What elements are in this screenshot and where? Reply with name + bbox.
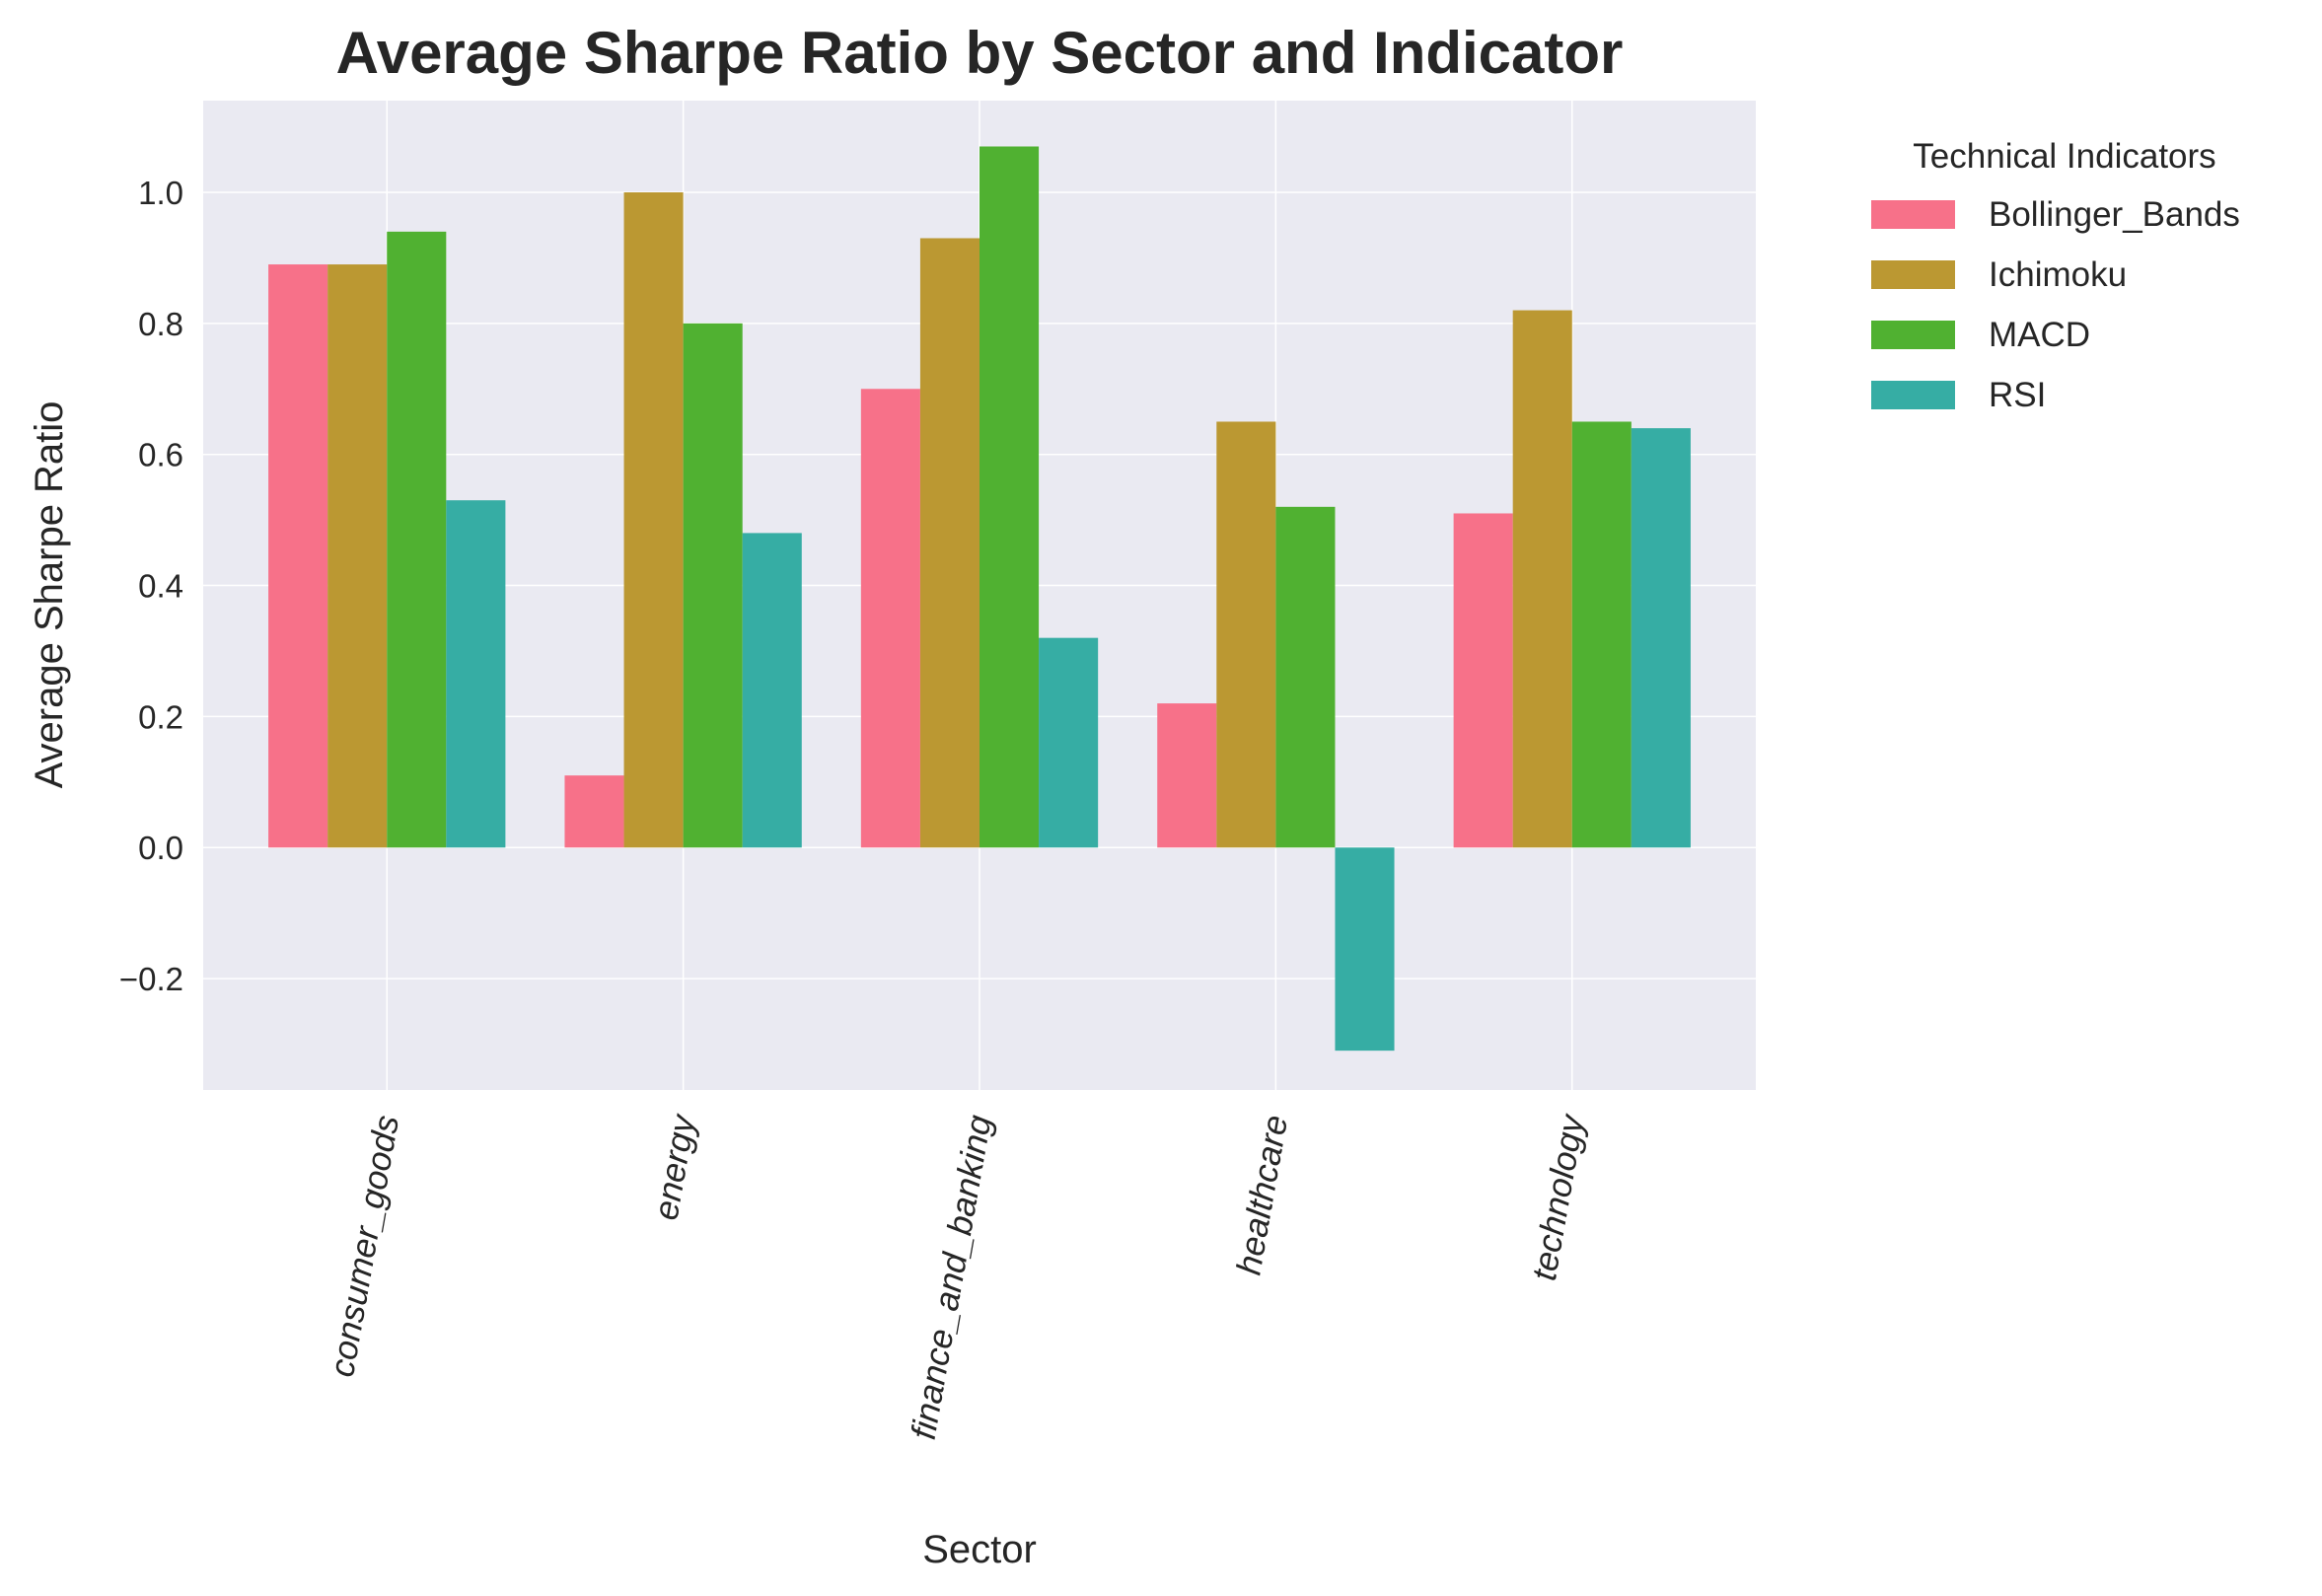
bar-MACD-consumer_goods: [387, 231, 447, 848]
bar-MACD-healthcare: [1275, 506, 1336, 848]
legend-swatch-Bollinger_Bands: [1871, 200, 1955, 229]
bar-RSI-consumer_goods: [446, 500, 506, 848]
x-tick-labels: consumer_goods energy finance_and_banking h…: [323, 1110, 1592, 1442]
bar-RSI-healthcare: [1335, 847, 1395, 1052]
y-tick-label: 0.2: [138, 698, 183, 735]
bar-Ichimoku-energy: [623, 191, 684, 848]
legend: Technical Indicators Bollinger_Bands Ichi…: [1871, 137, 2240, 414]
y-tick-label: 0.6: [138, 437, 183, 473]
bar-Bollinger_Bands-technology: [1453, 513, 1513, 848]
bar-Ichimoku-healthcare: [1216, 421, 1276, 848]
bar-MACD-technology: [1571, 421, 1632, 848]
bar-Bollinger_Bands-finance_and_banking: [860, 389, 920, 848]
y-tick-label: 1.0: [138, 175, 183, 211]
legend-swatch-Ichimoku: [1871, 260, 1955, 289]
y-tick-label: −0.2: [119, 961, 183, 997]
bar-RSI-energy: [742, 533, 802, 848]
y-tick-label: 0.8: [138, 306, 183, 342]
x-tick-label: healthcare: [1229, 1113, 1295, 1278]
legend-label-Bollinger_Bands: Bollinger_Bands: [1989, 195, 2240, 234]
bar-Bollinger_Bands-energy: [564, 775, 624, 848]
legend-title: Technical Indicators: [1913, 137, 2215, 176]
legend-label-RSI: RSI: [1989, 376, 2046, 414]
legend-swatch-RSI: [1871, 381, 1955, 409]
x-tick-label: finance_and_banking: [905, 1112, 999, 1442]
x-tick-label: energy: [647, 1110, 703, 1223]
bar-Ichimoku-finance_and_banking: [919, 238, 980, 848]
legend-label-MACD: MACD: [1989, 316, 2090, 354]
chart-title: Average Sharpe Ratio by Sector and Indic…: [336, 20, 1624, 86]
y-tick-label: 0.0: [138, 830, 183, 866]
bar-Ichimoku-consumer_goods: [327, 264, 388, 848]
bar-Bollinger_Bands-consumer_goods: [268, 264, 328, 848]
bar-MACD-finance_and_banking: [980, 146, 1040, 848]
y-tick-label: 0.4: [138, 568, 183, 605]
legend-label-Ichimoku: Ichimoku: [1989, 255, 2127, 294]
x-tick-label: technology: [1525, 1110, 1592, 1283]
legend-items: Bollinger_Bands Ichimoku MACD RSI: [1871, 195, 2240, 414]
bar-Bollinger_Bands-healthcare: [1157, 703, 1217, 848]
bar-RSI-finance_and_banking: [1039, 637, 1099, 848]
bar-MACD-energy: [683, 323, 743, 848]
x-axis-label: Sector: [922, 1528, 1037, 1571]
bars: [268, 146, 1691, 1052]
bar-Ichimoku-technology: [1512, 310, 1572, 848]
bar-RSI-technology: [1631, 428, 1691, 848]
legend-swatch-MACD: [1871, 321, 1955, 349]
x-tick-label: consumer_goods: [323, 1113, 406, 1380]
y-axis-label: Average Sharpe Ratio: [28, 401, 71, 789]
y-tick-labels: −0.2 0.0 0.2 0.4 0.6 0.8 1.0: [119, 175, 183, 997]
